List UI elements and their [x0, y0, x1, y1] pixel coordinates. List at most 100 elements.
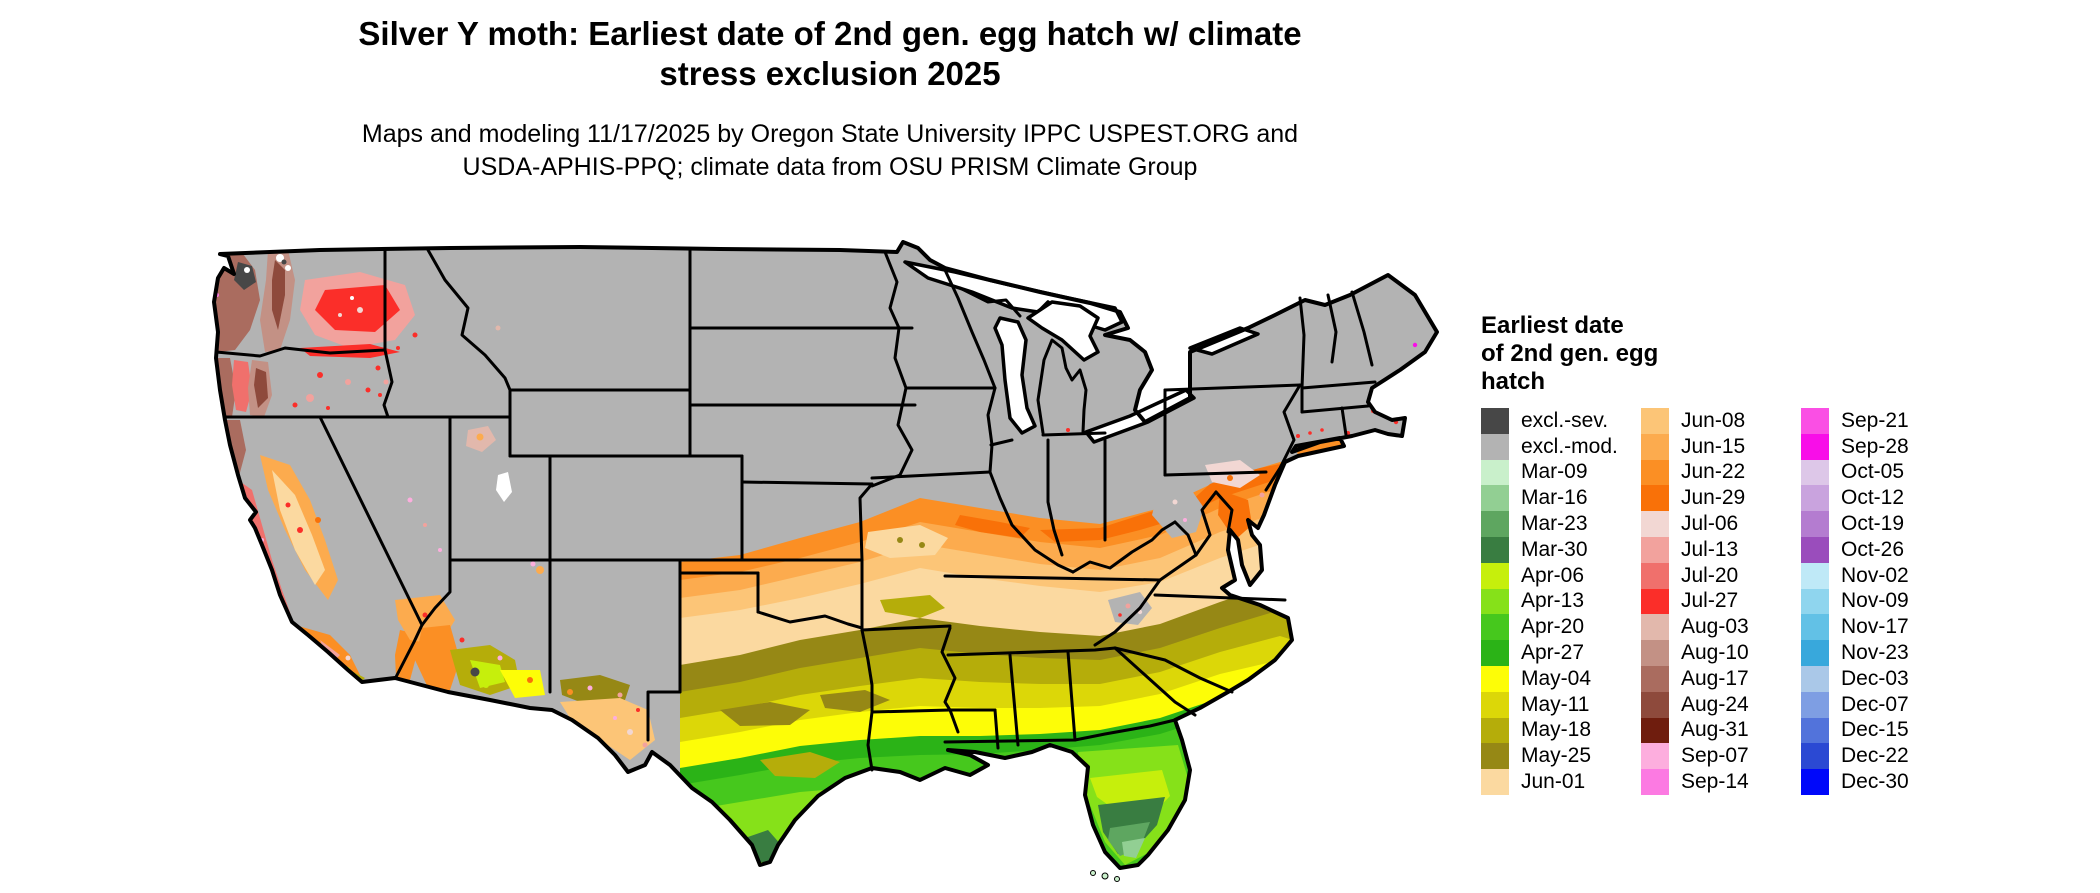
- legend-swatch: [1481, 536, 1509, 563]
- speck: [459, 637, 465, 643]
- border-ky-va: [1158, 553, 1198, 582]
- legend-swatch: [1481, 691, 1509, 718]
- region-wv-mountains: [1152, 488, 1204, 538]
- legend-swatch: [1801, 562, 1829, 589]
- speck: [375, 365, 381, 371]
- legend-entry: Mar-23: [1481, 511, 1641, 537]
- legend-label: Jul-27: [1681, 589, 1739, 613]
- legend-entry: Nov-09: [1801, 588, 1961, 615]
- legend-label: May-18: [1521, 718, 1592, 742]
- legend-label: Apr-20: [1521, 615, 1585, 639]
- speck: [281, 259, 287, 265]
- legend-entry: Dec-07: [1801, 691, 1961, 718]
- legend-entry: Dec-30: [1801, 769, 1961, 795]
- legend-label: May-11: [1521, 692, 1590, 716]
- border-ca-nv: [318, 415, 424, 627]
- lake-michigan: [993, 316, 1037, 435]
- speck: [1320, 428, 1324, 432]
- border-or-id: [382, 348, 394, 419]
- border-nh-me: [1350, 290, 1374, 367]
- legend-swatch: [1801, 691, 1829, 718]
- speck-island: [294, 659, 300, 665]
- speck: [636, 708, 640, 712]
- legend-entry: Nov-17: [1801, 614, 1961, 641]
- speck: [226, 450, 230, 454]
- speck: [285, 502, 291, 508]
- speck: [1296, 434, 1300, 438]
- legend-label: Aug-10: [1681, 641, 1749, 665]
- legend-label: Nov-17: [1841, 615, 1909, 639]
- border-ohio-river: [1071, 520, 1177, 574]
- border-al-ga: [1066, 650, 1077, 742]
- border-tx-nm-s: [646, 690, 682, 742]
- speck: [345, 379, 351, 385]
- legend-entry: Aug-24: [1641, 691, 1801, 718]
- border-nv-az: [420, 558, 452, 627]
- legend-swatch: [1801, 743, 1829, 770]
- speck: [402, 317, 408, 323]
- legend-swatch: [1801, 717, 1829, 744]
- legend-column-3: Sep-21 Sep-28 Oct-05 Oct-12 Oct-19 Oct-26 Nov-…: [1801, 408, 1961, 795]
- legend-entry: Sep-21: [1801, 408, 1961, 434]
- speck: [1118, 613, 1122, 617]
- speck: [1125, 603, 1131, 609]
- region-nm-south: [560, 675, 630, 702]
- region-willamette: [232, 360, 252, 412]
- region-nc-mountains: [1108, 592, 1152, 625]
- region-fl-tip-sage: [1122, 838, 1145, 858]
- chart-title-line2: stress exclusion 2025: [659, 55, 1001, 92]
- legend-label: Apr-13: [1521, 589, 1585, 613]
- border-tn-nc: [1093, 578, 1162, 647]
- legend-label: Dec-30: [1841, 770, 1909, 794]
- legend-label: Oct-12: [1841, 486, 1905, 510]
- legend-swatch: [1801, 769, 1829, 795]
- border-mi-up: [958, 286, 1022, 318]
- speck: [423, 523, 427, 527]
- region-ozarks: [865, 525, 948, 558]
- lake-huron: [1026, 300, 1100, 362]
- legend-swatch: [1641, 691, 1669, 718]
- border-ms-river-s: [940, 626, 960, 734]
- border-ct-ri: [1340, 406, 1348, 437]
- region-or-cascades-core: [254, 368, 268, 408]
- speck: [315, 517, 321, 523]
- legend-entry: May-04: [1481, 665, 1641, 692]
- legend-label: Oct-05: [1841, 460, 1905, 484]
- legend-swatch: [1481, 408, 1509, 434]
- legend-title-line3: hatch: [1481, 368, 1546, 395]
- legend-label: Aug-24: [1681, 692, 1749, 716]
- legend-swatch: [1641, 743, 1669, 770]
- legend-swatch: [1801, 588, 1829, 615]
- region-s-indiana: [955, 515, 1030, 538]
- legend-label: Sep-07: [1681, 744, 1749, 768]
- speck: [306, 394, 314, 402]
- legend-entry: Apr-06: [1481, 562, 1641, 589]
- legend-label: Jun-15: [1681, 434, 1746, 458]
- legend-entry: Aug-17: [1641, 665, 1801, 692]
- border-ia-mo: [870, 470, 992, 480]
- legend-entry: Nov-23: [1801, 640, 1961, 666]
- florida-keys: [1090, 870, 1120, 882]
- legend-swatch: [1801, 433, 1829, 460]
- legend-entry: Jun-15: [1641, 433, 1801, 460]
- legend-entry: Oct-05: [1801, 459, 1961, 486]
- legend-label: Aug-03: [1681, 615, 1749, 639]
- speck: [1172, 499, 1178, 505]
- legend-entry: Aug-10: [1641, 640, 1801, 666]
- legend-entry: May-18: [1481, 717, 1641, 744]
- legend-label: excl.-mod.: [1521, 434, 1618, 458]
- border-pa-ny: [1163, 383, 1302, 392]
- region-az-west: [415, 625, 460, 692]
- legend-column-1: excl.-sev. excl.-mod. Mar-09 Mar-16 Mar-23 Ma…: [1481, 408, 1641, 795]
- legend-entry: Dec-15: [1801, 717, 1961, 744]
- legend-swatch: [1801, 485, 1829, 512]
- speck: [642, 742, 648, 748]
- border-tn-s: [946, 646, 1117, 657]
- region-wtx: [560, 698, 655, 760]
- legend-swatch: [1801, 536, 1829, 563]
- legend-label: Dec-07: [1841, 692, 1909, 716]
- speck: [345, 655, 351, 661]
- speck: [530, 561, 536, 567]
- legend-swatch: [1801, 408, 1829, 434]
